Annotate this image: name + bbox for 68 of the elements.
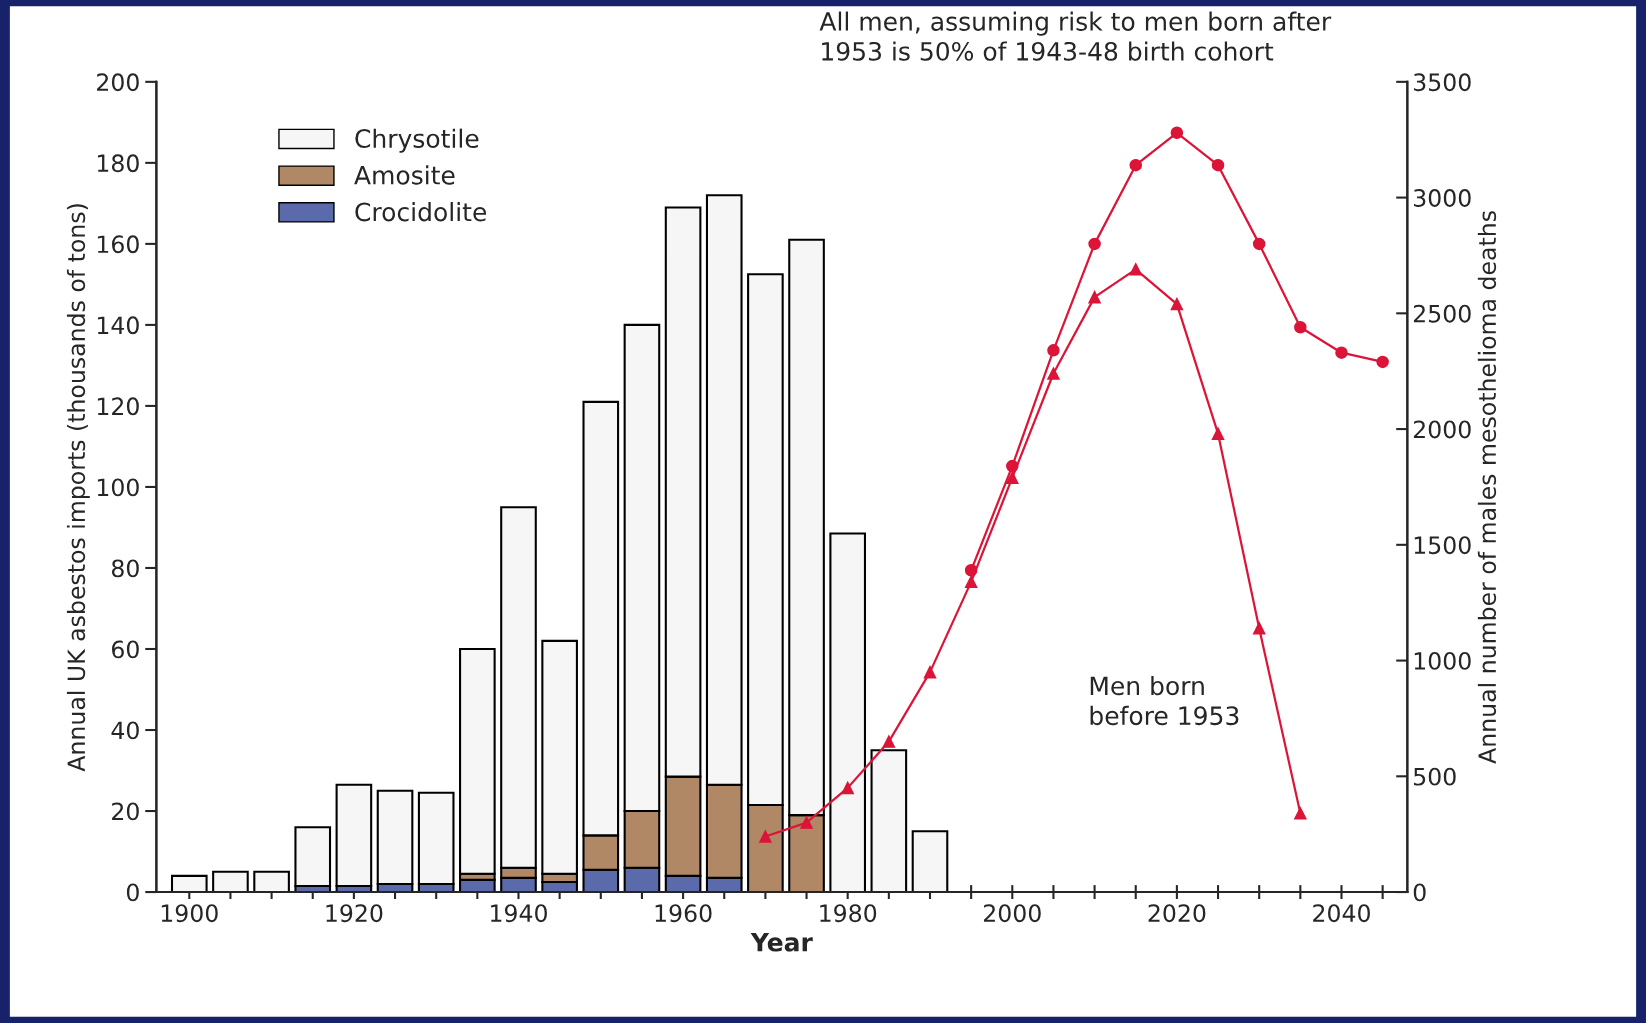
legend-label: Crocidolite: [355, 202, 487, 222]
bar: [911, 830, 949, 893]
x-axis-title: Year: [750, 933, 813, 952]
y-tick-label: 0: [126, 883, 139, 902]
point: [1088, 290, 1101, 304]
bar: [253, 870, 290, 893]
point: [1129, 263, 1142, 276]
y-tick-label: 100: [97, 478, 139, 497]
legend-label: Chrysotile: [355, 128, 479, 153]
y-tick-label: 60: [112, 640, 139, 659]
bar: [170, 874, 208, 893]
y-tick-label: 180: [97, 154, 139, 173]
y2-tick-label: 500: [1414, 767, 1456, 786]
x-tick-label: 1960: [655, 904, 712, 923]
point: [1335, 346, 1348, 359]
x-tick-label: 1980: [820, 904, 877, 923]
point: [1252, 237, 1266, 251]
x-tick-label: 2000: [983, 904, 1041, 923]
x-tick-label: 1900: [161, 904, 218, 923]
point: [1211, 427, 1225, 440]
point: [1006, 459, 1019, 473]
y2-tick-label: 0: [1413, 883, 1426, 902]
point: [923, 665, 937, 679]
y-tick-label: 20: [112, 802, 139, 821]
bar: [212, 870, 249, 893]
text: All men, assuming risk to men born after 1953 is 50% of 1943-48 birth cohort: [819, 11, 1332, 61]
y-tick-label: 80: [111, 559, 139, 578]
x-tick-label: 2040: [1313, 904, 1370, 923]
point: [759, 830, 772, 843]
y-tick-label: 40: [111, 721, 139, 740]
y-tick-label: 160: [97, 235, 139, 254]
point: [1006, 471, 1019, 484]
y-tick-label: 200: [97, 73, 139, 92]
point: [964, 575, 978, 589]
y2-axis-title: Annual number of males mesothelioma deaths: [1477, 211, 1497, 764]
point: [1129, 158, 1142, 172]
y2-tick-label: 3500: [1413, 73, 1471, 92]
bar: [870, 749, 908, 893]
x-tick-label: 2020: [1148, 904, 1206, 923]
point: [841, 781, 854, 795]
point: [1252, 621, 1266, 635]
legend-label: Amosite: [354, 165, 455, 185]
point: [964, 564, 978, 577]
bar: [335, 783, 373, 888]
point: [1211, 158, 1225, 172]
annotation: Men born before 1953: [1090, 675, 1239, 726]
y2-tick-label: 2500: [1413, 304, 1471, 323]
x-tick-label: 1920: [326, 904, 383, 923]
point: [1047, 344, 1060, 357]
y2-tick-label: 1000: [1414, 652, 1471, 670]
point: [1294, 320, 1307, 334]
y-tick-label: 120: [97, 397, 139, 416]
point: [800, 816, 813, 829]
point: [1376, 355, 1389, 369]
point: [1047, 367, 1060, 380]
y-tick-label: 140: [97, 316, 139, 335]
x-tick-label: 1940: [491, 904, 547, 923]
point: [1170, 297, 1184, 311]
point: [882, 735, 896, 748]
bar: [829, 532, 867, 893]
point: [1170, 126, 1184, 140]
point: [1088, 237, 1101, 251]
y2-tick-label: 2000: [1413, 420, 1471, 439]
y2-tick-label: 3000: [1413, 189, 1471, 207]
y2-tick-label: 1500: [1414, 536, 1471, 555]
bar: [294, 826, 332, 888]
point: [1294, 807, 1307, 820]
y-axis-title: Annual UK asbestos imports (thousands of tons): [66, 204, 90, 772]
